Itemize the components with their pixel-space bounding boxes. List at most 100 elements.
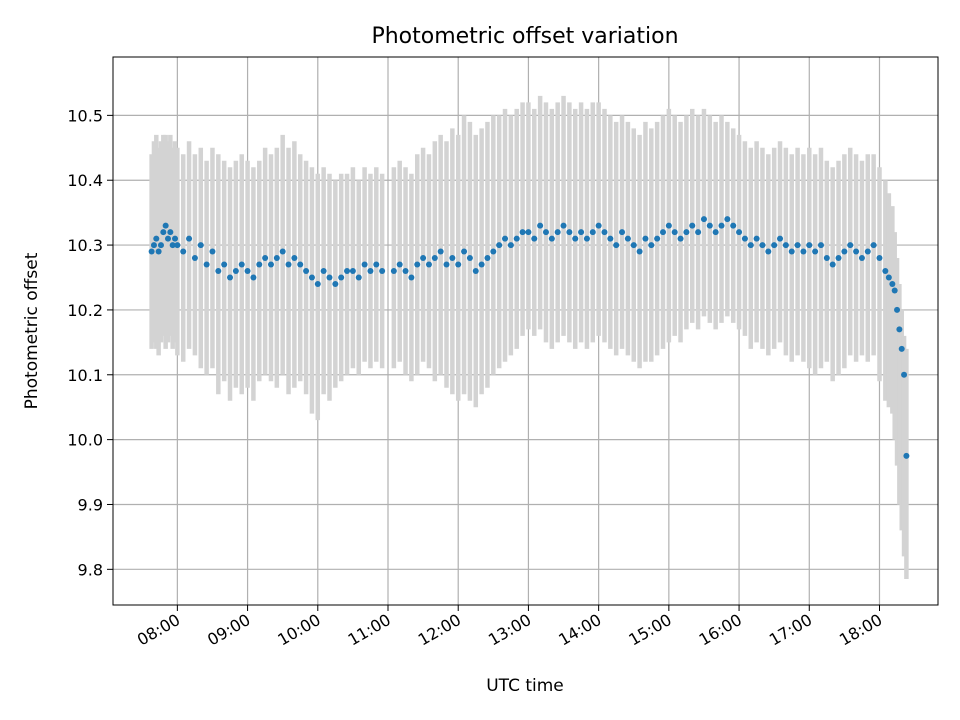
data-point [624, 235, 631, 242]
data-point [250, 274, 257, 281]
data-point [148, 248, 155, 255]
data-point [279, 248, 286, 255]
data-point [829, 261, 836, 268]
data-point [344, 268, 351, 275]
data-point [402, 268, 409, 275]
y-tick-label: 10.2 [67, 301, 103, 320]
data-point [730, 222, 737, 229]
data-point [601, 229, 608, 236]
data-point [472, 268, 479, 275]
data-point [613, 242, 620, 249]
data-point [525, 229, 532, 236]
data-point [390, 268, 397, 275]
data-point [150, 242, 157, 249]
data-point [896, 326, 903, 333]
x-tick-label: 11:00 [345, 610, 394, 650]
data-point [420, 255, 427, 262]
data-point [765, 248, 772, 255]
data-point [724, 216, 731, 223]
data-point [891, 287, 898, 294]
x-tick-label: 12:00 [415, 610, 464, 650]
data-point [361, 261, 368, 268]
data-point [169, 242, 176, 249]
data-point [262, 255, 269, 262]
data-point [519, 229, 526, 236]
data-point [771, 242, 778, 249]
data-point [326, 274, 333, 281]
data-points [148, 216, 910, 459]
x-tick-label: 18:00 [836, 610, 885, 650]
data-point [232, 268, 239, 275]
data-point [513, 235, 520, 242]
data-point [320, 268, 327, 275]
data-point [256, 261, 263, 268]
data-point [165, 235, 171, 242]
data-point [718, 222, 725, 229]
data-point [314, 280, 321, 287]
data-point [297, 261, 304, 268]
data-point [478, 261, 485, 268]
error-bars [149, 95, 909, 580]
data-point [443, 261, 450, 268]
data-point [157, 242, 164, 249]
data-point [155, 248, 162, 255]
data-point [153, 235, 160, 242]
data-point [806, 242, 813, 249]
data-point [683, 229, 690, 236]
data-point [677, 235, 684, 242]
data-point [461, 248, 468, 255]
y-tick-label: 9.8 [78, 560, 103, 579]
data-point [889, 280, 896, 287]
data-point [835, 255, 842, 262]
data-point [186, 235, 193, 242]
data-point [654, 235, 661, 242]
data-point [285, 261, 292, 268]
x-axis-ticks: 08:00 09:00 10:00 11:00 12:00 13:00 14:00 15:00… [134, 605, 885, 650]
data-point [642, 235, 649, 242]
data-point [619, 229, 626, 236]
data-point [484, 255, 491, 262]
data-point [753, 235, 760, 242]
data-point [197, 242, 204, 249]
data-point [870, 242, 877, 249]
data-point [665, 222, 672, 229]
data-point [221, 261, 228, 268]
data-point [172, 235, 179, 242]
data-point [180, 248, 187, 255]
data-point [160, 229, 167, 236]
data-point [876, 255, 883, 262]
data-point [578, 229, 585, 236]
data-point [885, 274, 892, 281]
data-point [291, 255, 298, 262]
data-point [712, 229, 719, 236]
x-tick-label: 17:00 [766, 610, 815, 650]
data-point [898, 345, 905, 352]
data-point [841, 248, 848, 255]
data-point [794, 242, 801, 249]
data-point [537, 222, 544, 229]
data-point [689, 222, 696, 229]
y-axis-ticks: 9.8 9.9 10.0 10.1 10.2 10.3 10.4 10.5 [67, 106, 113, 579]
data-point [408, 274, 415, 281]
data-point [747, 242, 754, 249]
data-point [174, 242, 181, 249]
data-point [595, 222, 602, 229]
y-tick-label: 10.1 [67, 366, 103, 385]
data-point [437, 248, 444, 255]
data-point [853, 248, 860, 255]
data-point [332, 280, 339, 287]
data-point [589, 229, 596, 236]
data-point [901, 371, 908, 378]
data-point [630, 242, 637, 249]
data-point [700, 216, 707, 223]
data-point [455, 261, 462, 268]
x-tick-label: 10:00 [274, 610, 323, 650]
data-point [660, 229, 666, 236]
y-tick-label: 9.9 [78, 495, 103, 514]
y-tick-label: 10.4 [67, 171, 103, 190]
data-point [759, 242, 766, 249]
data-point [572, 235, 579, 242]
data-point [244, 268, 251, 275]
x-tick-label: 13:00 [485, 610, 534, 650]
data-point [303, 268, 310, 275]
